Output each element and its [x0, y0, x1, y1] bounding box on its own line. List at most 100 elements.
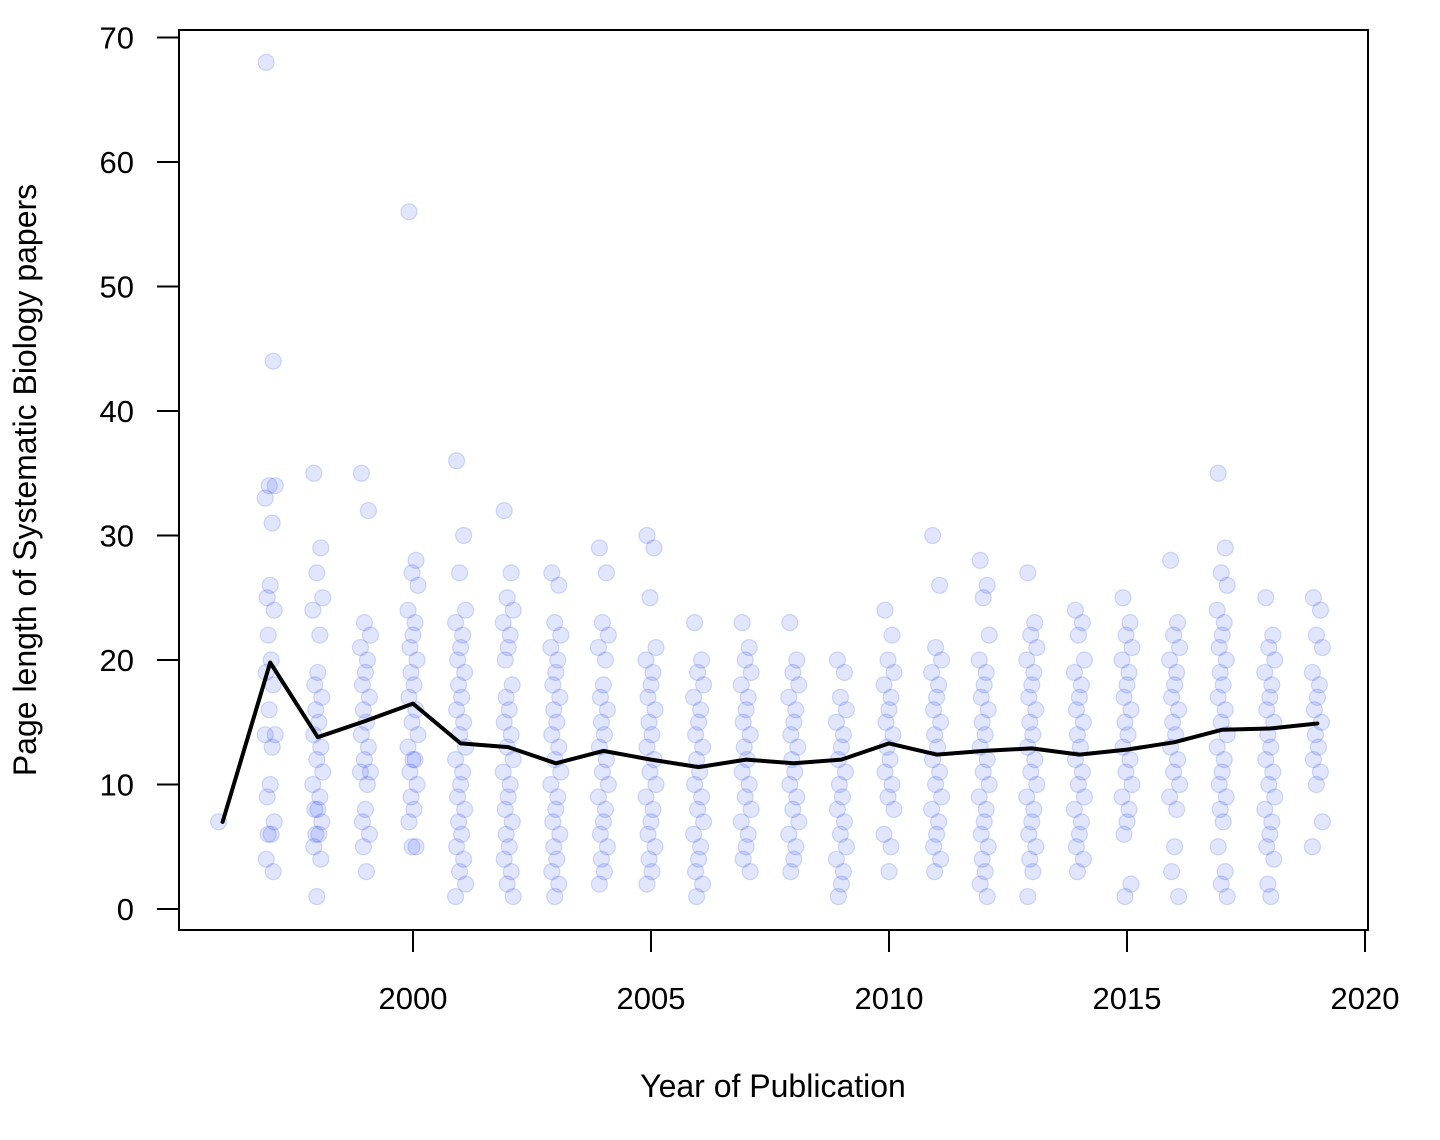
data-point	[1303, 838, 1322, 856]
data-point	[590, 539, 609, 557]
x-tick-label: 2000	[379, 981, 448, 1016]
data-point	[1065, 663, 1084, 682]
data-point	[1165, 676, 1184, 694]
data-point	[827, 850, 846, 868]
data-point	[927, 688, 946, 706]
data-point	[1210, 775, 1228, 794]
data-point	[549, 651, 567, 669]
data-point	[449, 788, 467, 806]
data-point	[1027, 701, 1045, 719]
data-point	[1068, 726, 1087, 744]
data-point	[1258, 838, 1276, 856]
data-point	[688, 663, 707, 682]
data-point	[1163, 713, 1182, 731]
data-point	[1214, 676, 1232, 694]
data-point	[978, 887, 996, 906]
data-point	[1263, 813, 1281, 831]
y-tick-label: 60	[100, 145, 134, 180]
data-point	[643, 863, 661, 881]
data-point	[544, 676, 562, 694]
data-point	[455, 850, 473, 868]
data-point	[502, 726, 520, 744]
data-point	[644, 800, 662, 819]
data-point	[261, 576, 279, 594]
data-point	[692, 788, 711, 806]
data-point	[976, 863, 994, 881]
data-point	[686, 863, 705, 881]
data-point	[549, 788, 567, 806]
data-point	[971, 551, 989, 570]
data-point	[456, 800, 474, 819]
data-point	[450, 676, 468, 694]
data-point	[641, 589, 659, 607]
data-point	[504, 601, 522, 619]
data-point	[592, 850, 611, 868]
data-point	[1025, 663, 1043, 682]
data-point	[405, 800, 423, 819]
data-point	[545, 701, 563, 719]
data-point	[1067, 838, 1086, 856]
data-point	[1262, 887, 1280, 906]
data-point	[1024, 863, 1042, 881]
data-point	[931, 713, 950, 731]
y-tick-label: 10	[100, 768, 134, 803]
data-point	[832, 738, 851, 756]
data-point	[309, 800, 327, 819]
data-point	[1258, 701, 1276, 719]
data-point	[360, 825, 378, 843]
data-point	[833, 788, 852, 806]
data-point	[972, 825, 990, 843]
data-point	[790, 676, 808, 694]
data-point	[831, 688, 850, 706]
data-point	[737, 838, 755, 856]
data-point	[1313, 638, 1332, 657]
data-point	[922, 800, 941, 819]
data-point	[742, 663, 760, 682]
data-point	[1075, 788, 1094, 806]
data-point	[876, 763, 894, 781]
data-point	[785, 850, 803, 868]
data-point	[734, 713, 752, 731]
data-point	[258, 788, 276, 806]
data-point	[647, 638, 665, 657]
data-point	[971, 875, 989, 893]
data-point	[265, 601, 283, 619]
data-point	[972, 688, 990, 706]
points-layer	[210, 53, 1332, 906]
data-point	[877, 713, 895, 731]
data-point	[500, 701, 518, 719]
data-point	[881, 750, 899, 769]
data-point	[735, 738, 753, 756]
data-point	[1168, 750, 1187, 769]
data-point	[1161, 551, 1180, 570]
data-point	[924, 838, 943, 856]
data-point	[593, 763, 612, 781]
data-point	[1211, 663, 1229, 682]
data-point	[308, 750, 326, 769]
data-point	[306, 800, 324, 819]
data-point	[1167, 800, 1186, 819]
data-point	[499, 638, 517, 657]
data-point	[256, 726, 274, 744]
data-point	[1116, 887, 1134, 906]
data-point	[257, 850, 275, 868]
data-point	[688, 800, 707, 819]
data-point	[692, 651, 711, 669]
data-point	[925, 726, 944, 744]
data-point	[305, 838, 323, 856]
data-point	[1023, 676, 1041, 694]
data-point	[305, 464, 323, 482]
data-point	[970, 788, 988, 806]
data-point	[828, 800, 847, 819]
data-point	[1304, 589, 1323, 607]
data-point	[684, 825, 703, 843]
data-point	[1120, 800, 1138, 819]
x-tick-label: 2020	[1331, 981, 1400, 1016]
data-point	[879, 651, 897, 669]
data-point	[1209, 838, 1227, 856]
x-axis: 2000 2005 2010 2015 2020	[379, 929, 1400, 1016]
data-point	[496, 651, 514, 669]
data-point	[1025, 800, 1043, 819]
data-point	[922, 663, 941, 682]
data-point	[737, 701, 755, 719]
